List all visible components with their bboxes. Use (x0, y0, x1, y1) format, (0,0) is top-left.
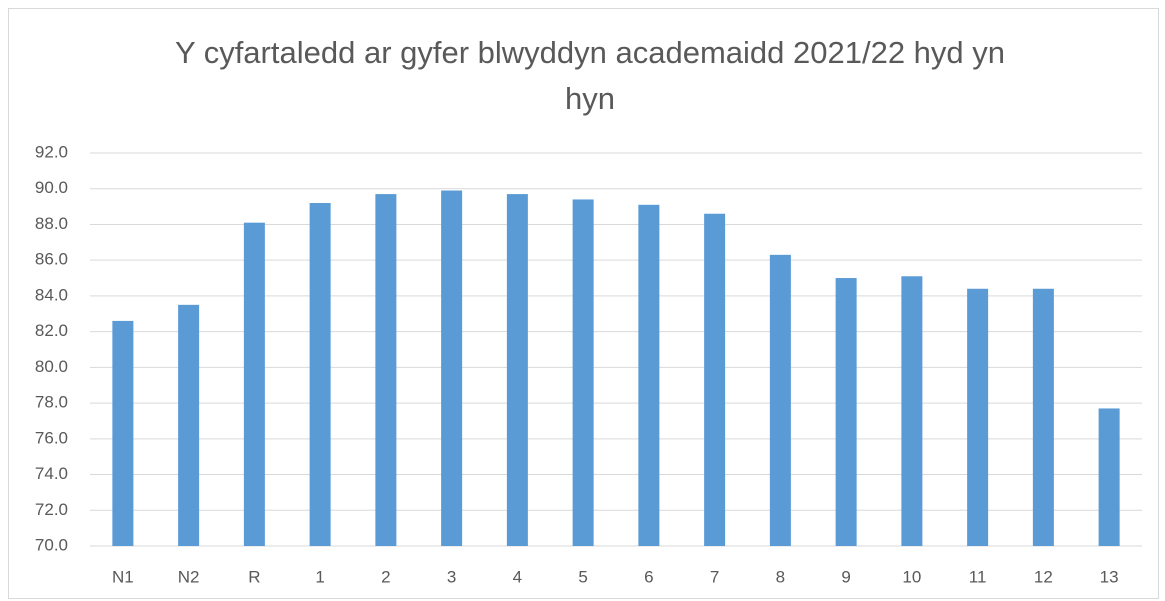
x-tick-label: 3 (447, 567, 456, 586)
x-tick-label: 8 (776, 567, 785, 586)
bar (178, 304, 200, 546)
bar (441, 190, 463, 546)
bar (769, 254, 791, 546)
x-tick-label: 10 (902, 567, 921, 586)
x-tick-label: 1 (315, 567, 324, 586)
x-tick-label: 2 (381, 567, 390, 586)
bar (243, 222, 265, 546)
y-tick-label: 90.0 (35, 178, 68, 197)
x-tick-label: 6 (644, 567, 653, 586)
x-tick-label: 13 (1100, 567, 1119, 586)
y-tick-label: 88.0 (35, 214, 68, 233)
bar (506, 194, 528, 546)
chart-border (8, 8, 1159, 599)
bar (835, 278, 857, 546)
x-tick-label: 11 (969, 567, 987, 586)
bar (309, 203, 331, 546)
bar (375, 194, 397, 546)
x-tick-label: 9 (841, 567, 850, 586)
y-tick-label: 86.0 (35, 250, 68, 269)
x-tick-label: R (248, 567, 260, 586)
bar (704, 213, 726, 546)
x-tick-label: N2 (178, 567, 200, 586)
x-tick-label: 5 (578, 567, 587, 586)
bar (1098, 408, 1120, 546)
x-tick-label: 12 (1034, 567, 1053, 586)
y-tick-label: 70.0 (35, 535, 68, 554)
y-tick-label: 80.0 (35, 357, 68, 376)
y-tick-label: 82.0 (35, 321, 68, 340)
bar (967, 288, 989, 546)
x-tick-label: 7 (710, 567, 719, 586)
y-tick-label: 76.0 (35, 428, 68, 447)
x-tick-label: N1 (112, 567, 134, 586)
bar (1032, 288, 1054, 546)
chart-title: Y cyfartaledd ar gyfer blwyddyn academai… (174, 35, 1006, 116)
bar (112, 320, 134, 546)
x-tick-label: 4 (513, 567, 522, 586)
y-tick-label: 78.0 (35, 393, 68, 412)
y-tick-label: 74.0 (35, 464, 68, 483)
bar (901, 276, 923, 546)
bar (638, 204, 660, 546)
bar (572, 199, 594, 547)
y-tick-label: 72.0 (35, 500, 68, 519)
y-tick-label: 84.0 (35, 285, 68, 304)
y-tick-label: 92.0 (35, 142, 68, 161)
